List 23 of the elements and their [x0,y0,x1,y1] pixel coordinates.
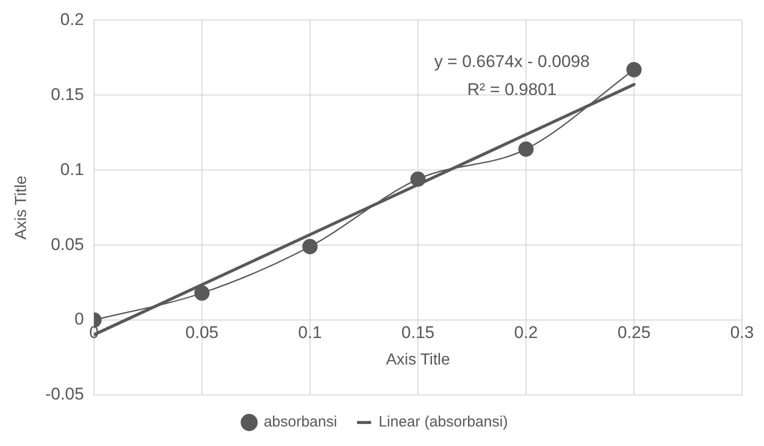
annotation: y = 0.6674x - 0.0098 [434,52,590,71]
point [626,62,642,78]
x-axis-title: Axis Title [386,351,450,368]
point [518,141,534,157]
x-tick-label: 0.1 [298,322,322,342]
legend-label: absorbansi [264,414,338,431]
point [302,238,318,254]
y-tick-label: 0 [74,310,84,329]
y-tick-label: 0.1 [60,160,84,179]
y-tick-label: 0.2 [60,10,84,29]
point [410,171,426,187]
x-tick-label: 0.3 [730,322,754,342]
annotation: R² = 0.9801 [467,80,557,99]
y-tick-label: 0.15 [50,84,84,104]
x-tick-label: 0.25 [617,322,651,342]
point [194,285,210,301]
legend-label: Linear (absorbansi) [378,414,508,431]
y-tick-label: 0.05 [50,234,84,254]
x-tick-label: 0.15 [401,322,435,342]
y-tick-label: -0.05 [45,384,84,404]
x-tick-label: 0.05 [185,322,219,342]
y-axis-title: Axis Title [13,175,30,240]
x-tick-label: 0.2 [514,322,538,342]
